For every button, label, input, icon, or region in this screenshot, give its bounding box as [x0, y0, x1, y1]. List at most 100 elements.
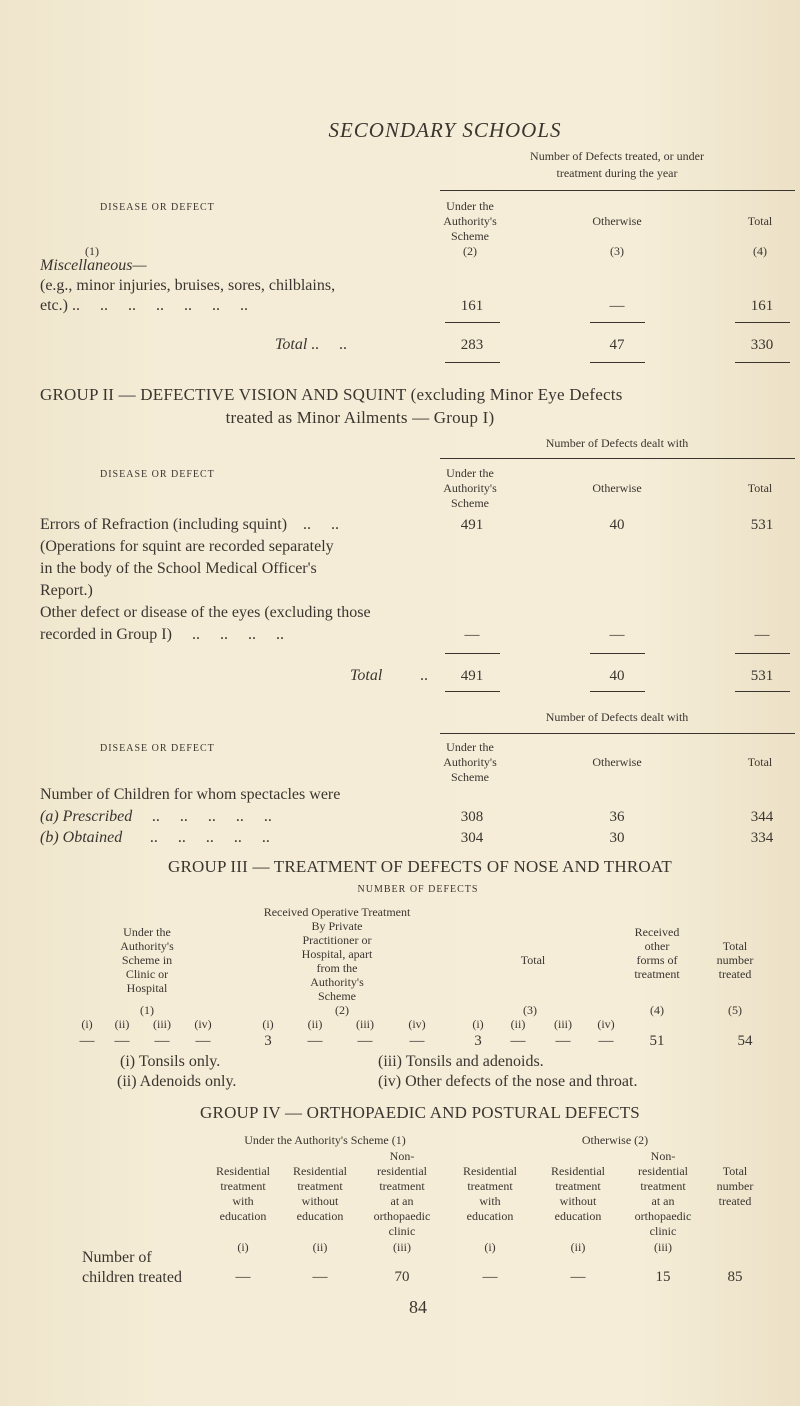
cell-value: —	[79, 1033, 95, 1049]
row-label: etc.) .. .. .. .. .. .. ..	[40, 297, 248, 314]
rule	[445, 362, 500, 363]
misc-caption: treatment during the year	[556, 166, 678, 180]
column-header: treatment	[640, 1179, 686, 1193]
cell-value: —	[609, 298, 625, 314]
cell-value: 3	[264, 1033, 272, 1049]
cell-value: —	[235, 1269, 251, 1285]
cell-value: —	[195, 1033, 211, 1049]
spectacles-caption: Number of Defects dealt with	[545, 710, 689, 724]
header-private: Authority's	[310, 975, 364, 989]
cell-value: —	[754, 627, 770, 643]
total-label: Total	[350, 667, 383, 684]
col-num: (iii)	[654, 1240, 672, 1254]
cell-value: 36	[609, 809, 625, 825]
sub-col-num: (ii)	[114, 1017, 130, 1031]
total-value: 491	[460, 668, 484, 684]
total-value: 283	[460, 337, 484, 353]
legend-item: (ii) Adenoids only.	[117, 1073, 237, 1090]
legend-item: (iii) Tonsils and adenoids.	[378, 1053, 544, 1070]
sub-col-num: (ii)	[307, 1017, 323, 1031]
col-num: (iii)	[393, 1240, 411, 1254]
header-other-forms: other	[644, 939, 670, 953]
row-label: recorded in Group I) .. .. .. ..	[40, 626, 284, 643]
cell-value: —	[598, 1033, 614, 1049]
header-authority-scheme: Under the	[123, 925, 171, 939]
cell-value: 40	[609, 517, 625, 533]
column-header: Non-	[389, 1149, 415, 1163]
cell-value: 70	[394, 1269, 410, 1285]
cell-value: 531	[750, 517, 774, 533]
cell-value: 344	[750, 809, 774, 825]
sub-col-num: (iv)	[194, 1017, 212, 1031]
header-private: Practitioner or	[302, 933, 372, 947]
col-num: (ii)	[312, 1240, 328, 1254]
header-authority-scheme: Clinic or	[125, 967, 169, 981]
column-header: orthopaedic	[373, 1209, 431, 1223]
column-header: Residential	[463, 1164, 517, 1178]
column-header: Residential	[551, 1164, 605, 1178]
rule	[440, 458, 795, 459]
row-label: (e.g., minor injuries, bruises, sores, c…	[40, 277, 336, 294]
header-total-treated: number	[716, 953, 754, 967]
cell-value: 304	[460, 830, 484, 846]
header-private: from the	[316, 961, 358, 975]
row-label: (a) Prescribed .. .. .. .. ..	[40, 808, 273, 825]
cell-value: —	[409, 1033, 425, 1049]
section-label: Miscellaneous—	[40, 257, 147, 274]
cell-value: —	[154, 1033, 170, 1049]
total-value: 40	[609, 668, 625, 684]
col-num: (4)	[753, 244, 767, 258]
row-label: in the body of the School Medical Office…	[40, 560, 317, 577]
col-num: (ii)	[570, 1240, 586, 1254]
rule	[440, 733, 795, 734]
column-header: clinic	[388, 1224, 416, 1238]
header-private: Received Operative Treatment	[263, 905, 411, 919]
header-total: Total	[520, 953, 546, 967]
cell-value: —	[114, 1033, 130, 1049]
column-header: treatment	[467, 1179, 513, 1193]
header-otherwise: Otherwise	[592, 481, 642, 495]
rule	[590, 322, 645, 323]
rule	[735, 362, 790, 363]
header-authority-scheme: Hospital	[126, 981, 168, 995]
col-num: (i)	[484, 1240, 496, 1254]
column-header: with	[479, 1194, 501, 1208]
rule	[445, 653, 500, 654]
row-label: children treated	[82, 1269, 182, 1286]
header-scheme: Under the	[446, 740, 494, 754]
col-num: (1)	[85, 244, 99, 258]
row-label: Number of	[82, 1249, 152, 1266]
header-scheme: Authority's	[443, 755, 497, 769]
sub-col-num: (i)	[262, 1017, 274, 1031]
column-header: at an	[390, 1194, 414, 1208]
legend-item: (iv) Other defects of the nose and throa…	[378, 1073, 638, 1090]
sub-col-num: (iii)	[153, 1017, 171, 1031]
rule	[735, 691, 790, 692]
col-num: (3)	[523, 1003, 537, 1017]
header-scheme: Authority's	[443, 214, 497, 228]
misc-caption: Number of Defects treated, or under	[530, 149, 704, 163]
col-num: (4)	[650, 1003, 664, 1017]
col-num: (1)	[140, 1003, 154, 1017]
header-other-forms: Received	[634, 925, 680, 939]
header-disease: DISEASE OR DEFECT	[100, 202, 215, 213]
sub-col-num: (i)	[472, 1017, 484, 1031]
header-scheme: Scheme	[451, 496, 489, 510]
cell-value: 161	[460, 298, 484, 314]
column-header: without	[559, 1194, 597, 1208]
group3-subtitle: NUMBER OF DEFECTS	[357, 884, 479, 895]
rule	[445, 691, 500, 692]
cell-value: 54	[737, 1033, 753, 1049]
group2-title: treated as Minor Ailments — Group I)	[225, 408, 495, 427]
header-private: Scheme	[318, 989, 356, 1003]
cell-value: —	[482, 1269, 498, 1285]
column-header: treatment	[220, 1179, 266, 1193]
header-otherwise: Otherwise	[592, 214, 642, 228]
cell-value: —	[555, 1033, 571, 1049]
col-num: (5)	[728, 1003, 742, 1017]
cell-value: —	[570, 1269, 586, 1285]
header-other-forms: treatment	[634, 967, 680, 981]
header-authority-scheme: Authority's	[120, 939, 174, 953]
column-header: at an	[651, 1194, 675, 1208]
column-header: orthopaedic	[634, 1209, 692, 1223]
